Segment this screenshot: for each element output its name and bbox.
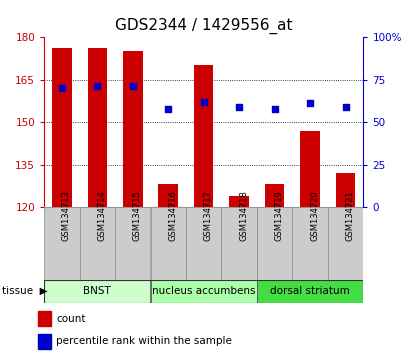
Text: GSM134718: GSM134718 — [239, 190, 248, 241]
Text: GSM134714: GSM134714 — [97, 190, 106, 241]
Point — [271, 106, 278, 112]
Text: GSM134719: GSM134719 — [275, 190, 284, 241]
Bar — [336, 173, 355, 207]
Text: dorsal striatum: dorsal striatum — [270, 286, 350, 296]
Bar — [38, 311, 51, 326]
Bar — [229, 196, 249, 207]
Bar — [194, 65, 213, 207]
Title: GDS2344 / 1429556_at: GDS2344 / 1429556_at — [115, 18, 292, 34]
Bar — [292, 207, 328, 280]
Bar — [186, 207, 221, 280]
Text: percentile rank within the sample: percentile rank within the sample — [56, 336, 232, 346]
Text: GSM134717: GSM134717 — [204, 190, 213, 241]
Bar — [150, 207, 186, 280]
Bar — [300, 131, 320, 207]
Text: nucleus accumbens: nucleus accumbens — [152, 286, 255, 296]
Text: count: count — [56, 314, 86, 324]
Bar — [257, 280, 363, 303]
Bar — [150, 280, 257, 303]
Point — [342, 104, 349, 110]
Point — [129, 84, 136, 89]
Bar — [158, 184, 178, 207]
Point — [200, 99, 207, 104]
Bar — [221, 207, 257, 280]
Bar — [115, 207, 150, 280]
Bar — [52, 48, 71, 207]
Bar — [38, 334, 51, 349]
Text: GSM134713: GSM134713 — [62, 190, 71, 241]
Bar — [257, 207, 292, 280]
Text: GSM134715: GSM134715 — [133, 190, 142, 241]
Point — [307, 101, 313, 106]
Bar — [44, 207, 79, 280]
Bar — [44, 280, 150, 303]
Point — [165, 106, 172, 112]
Point — [94, 84, 101, 89]
Point — [58, 85, 65, 91]
Bar — [123, 51, 142, 207]
Bar — [265, 184, 284, 207]
Text: GSM134716: GSM134716 — [168, 190, 177, 241]
Point — [236, 104, 242, 110]
Bar — [87, 48, 107, 207]
Bar — [328, 207, 363, 280]
Text: tissue  ▶: tissue ▶ — [2, 286, 48, 296]
Bar — [79, 207, 115, 280]
Text: GSM134720: GSM134720 — [310, 190, 319, 241]
Text: GSM134721: GSM134721 — [346, 190, 354, 241]
Text: BNST: BNST — [84, 286, 111, 296]
